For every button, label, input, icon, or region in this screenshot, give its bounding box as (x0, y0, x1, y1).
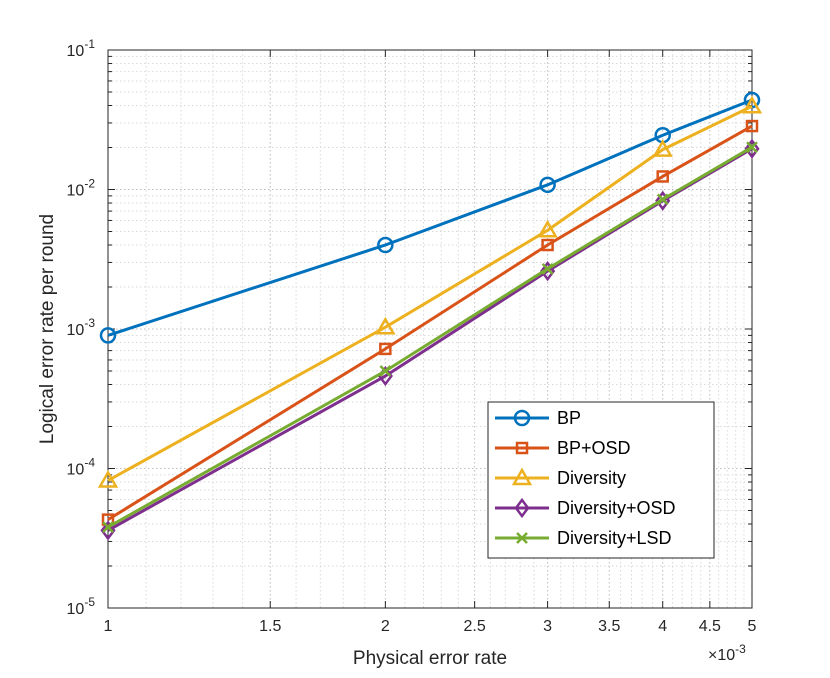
data-point-circle (99, 327, 117, 344)
data-point-diamond (514, 497, 530, 519)
x-tick-label: 2 (381, 618, 390, 635)
x-tick-labels: 1 1.5 2 2.5 3 3.5 4 4.5 5 (104, 618, 757, 635)
series-group (97, 91, 763, 541)
series-diversity (97, 95, 763, 488)
x-axis-multiplier: ×10-3 (708, 642, 746, 664)
x-tick-label: 4.5 (699, 618, 721, 635)
x-tick-label: 5 (748, 618, 757, 635)
data-point-diamond (100, 520, 116, 541)
data-point-triangle (97, 470, 119, 488)
data-point-triangle (375, 316, 396, 335)
legend-item-diversity-lsd: Diversity+LSD (495, 528, 672, 548)
x-tick-label: 1.5 (259, 618, 281, 635)
legend-label: Diversity+OSD (557, 498, 676, 518)
data-point-x (516, 532, 528, 544)
legend-item-diversity: Diversity (495, 467, 626, 488)
legend-box (487, 401, 715, 559)
data-point-square (656, 170, 669, 183)
x-tick-label: 3 (543, 618, 552, 635)
legend-item-bp-osd: BP+OSD (495, 438, 631, 458)
series-bp-osd (101, 119, 759, 526)
y-axis-title: Logical error rate per round (37, 214, 58, 444)
y-tick-label: 10-2 (67, 177, 96, 200)
legend: BP BP+OSD Diversity Diversity+OSD Diversity+… (487, 401, 715, 559)
series-diversity-lsd (102, 141, 758, 534)
data-point-circle (513, 409, 531, 427)
data-point-square (515, 441, 529, 455)
x-tick-label: 3.5 (598, 618, 620, 635)
y-tick-label: 10-5 (67, 595, 96, 618)
y-tick-labels: 10-5 10-4 10-3 10-2 10-1 (67, 37, 96, 618)
data-point-square (379, 342, 392, 356)
legend-label: BP+OSD (557, 438, 631, 458)
x-axis-title: Physical error rate (353, 648, 507, 669)
x-tick-label: 4 (658, 618, 667, 635)
legend-item-diversity-osd: Diversity+OSD (495, 497, 676, 519)
data-point-triangle (511, 467, 533, 486)
y-tick-label: 10-3 (67, 316, 96, 339)
data-point-diamond (744, 138, 760, 159)
data-point-square (541, 238, 554, 252)
data-point-circle (377, 236, 394, 254)
x-tick-label: 1 (104, 618, 113, 635)
data-point-triangle (537, 219, 558, 238)
legend-item-bp: BP (495, 408, 581, 428)
data-point-x (102, 521, 114, 534)
data-point-square (101, 513, 115, 526)
data-point-square (745, 119, 759, 133)
legend-label: Diversity (557, 468, 626, 488)
data-point-circle (539, 176, 556, 194)
y-tick-label: 10-4 (67, 456, 96, 479)
data-point-x (379, 365, 392, 377)
legend-label: BP (557, 408, 581, 428)
y-tick-label: 10-1 (67, 37, 96, 60)
data-point-x (746, 141, 758, 154)
x-tick-label: 2.5 (464, 618, 486, 635)
legend-items: BP BP+OSD Diversity Diversity+OSD Diversity+… (495, 408, 676, 548)
data-point-triangle (652, 139, 673, 157)
data-point-x (541, 262, 554, 275)
series-bp (99, 91, 761, 344)
series-line-diversity (107, 104, 753, 482)
data-point-diamond (540, 261, 556, 282)
data-point-triangle (741, 95, 763, 114)
series-line-bp (107, 98, 753, 337)
legend-label: Diversity+LSD (557, 528, 672, 548)
series-line-bp-osd (107, 124, 753, 521)
data-point-x (656, 193, 669, 206)
